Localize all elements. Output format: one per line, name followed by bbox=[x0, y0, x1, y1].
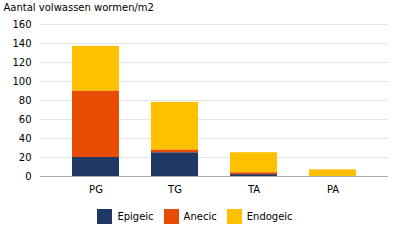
svg-text:100: 100 bbox=[12, 76, 31, 87]
svg-text:160: 160 bbox=[12, 19, 31, 30]
svg-text:PG: PG bbox=[89, 184, 103, 195]
svg-text:40: 40 bbox=[19, 133, 32, 144]
svg-text:Aantal volwassen wormen/m2: Aantal volwassen wormen/m2 bbox=[4, 2, 154, 13]
svg-text:TA: TA bbox=[247, 184, 260, 195]
html-text:Endogeic: Endogeic bbox=[246, 211, 293, 222]
svg-text:60: 60 bbox=[19, 114, 32, 125]
svg-text:TG: TG bbox=[167, 184, 182, 195]
svg-text:0: 0 bbox=[25, 171, 31, 182]
html-text:Epigeic: Epigeic bbox=[117, 211, 154, 222]
svg-text:140: 140 bbox=[12, 38, 31, 49]
svg-text:80: 80 bbox=[19, 95, 32, 106]
html-text:Anecic: Anecic bbox=[183, 211, 217, 222]
svg-text:PA: PA bbox=[327, 184, 339, 195]
svg-text:20: 20 bbox=[19, 152, 32, 163]
svg-text:120: 120 bbox=[12, 57, 31, 68]
